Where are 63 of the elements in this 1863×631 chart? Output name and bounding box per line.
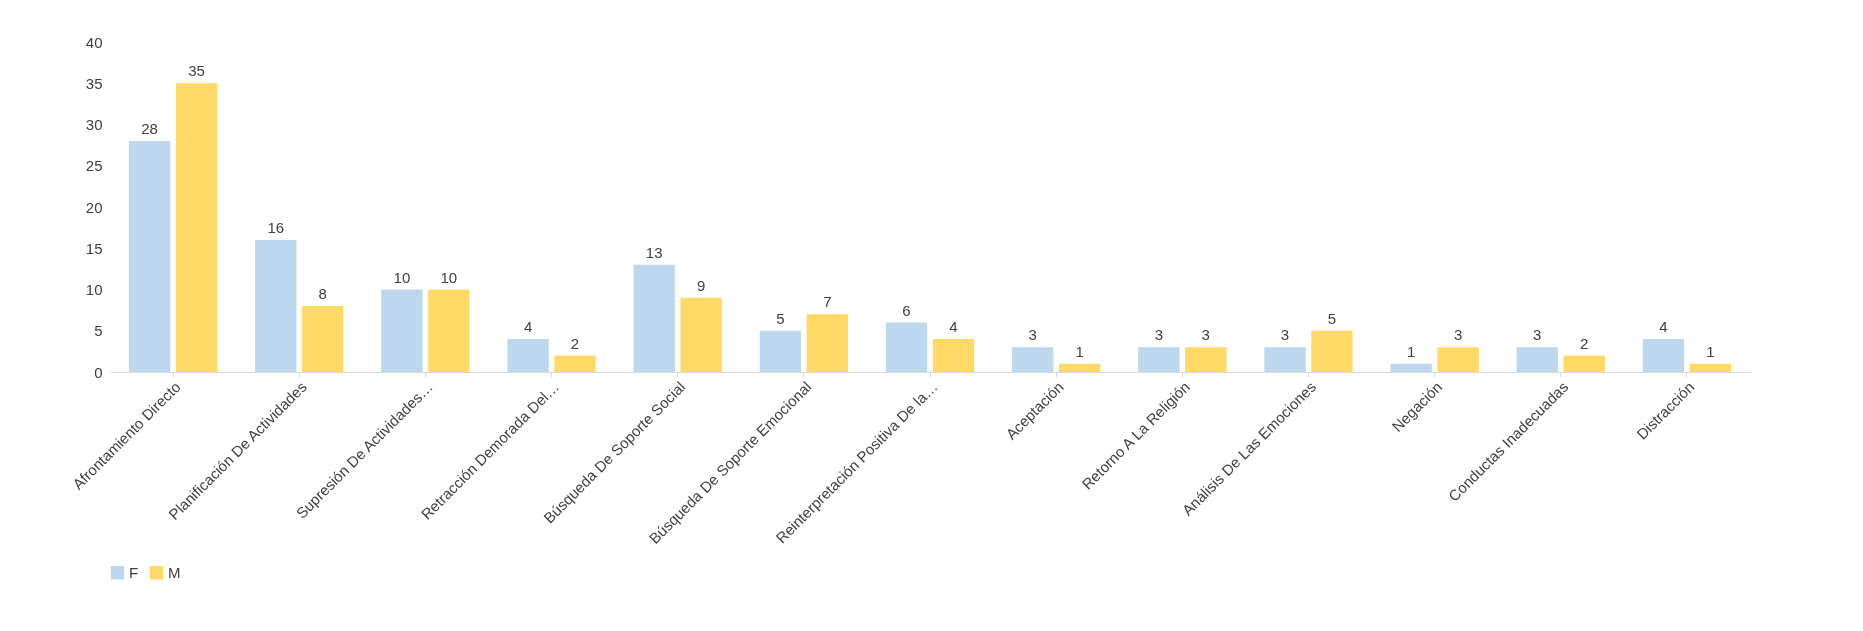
legend-label: M	[168, 563, 181, 581]
y-tick-label: 35	[85, 74, 103, 92]
bar	[1516, 347, 1558, 372]
bar	[1437, 347, 1479, 372]
y-tick-label: 10	[85, 281, 103, 298]
data-label: 3	[1453, 326, 1463, 344]
bar	[1264, 347, 1306, 372]
bar	[128, 141, 171, 372]
bar	[175, 83, 218, 372]
bar	[1390, 363, 1432, 372]
bar	[1185, 347, 1227, 372]
data-label: 3	[1201, 326, 1210, 344]
data-label: 2	[1580, 334, 1589, 352]
bar	[1138, 347, 1180, 372]
bar	[806, 314, 848, 372]
data-label: 1	[1406, 342, 1416, 360]
y-tick-label: 40	[85, 33, 103, 51]
y-tick-label: 25	[85, 157, 103, 175]
data-label: 4	[949, 318, 958, 335]
data-label: 6	[902, 301, 911, 319]
y-tick-label: 30	[85, 116, 103, 133]
data-label: 35	[188, 62, 205, 80]
data-label: 13	[645, 243, 663, 261]
data-label: 1	[1075, 342, 1084, 360]
bar	[1012, 347, 1054, 372]
bar	[381, 289, 423, 372]
bar	[680, 297, 722, 372]
bar	[1642, 339, 1685, 372]
bar	[302, 306, 344, 372]
bar	[1311, 330, 1353, 372]
y-tick-label: 5	[94, 322, 103, 340]
bar	[885, 322, 928, 372]
data-label: 3	[1028, 326, 1037, 344]
bar	[1058, 363, 1101, 372]
data-label: 7	[823, 293, 832, 311]
data-label: 10	[440, 268, 458, 286]
data-label: 3	[1154, 326, 1163, 344]
bar	[633, 264, 675, 372]
data-label: 3	[1280, 326, 1290, 344]
data-label: 2	[570, 334, 580, 352]
bar	[1689, 363, 1732, 372]
y-tick-label: 15	[85, 239, 103, 257]
data-label: 4	[1659, 318, 1668, 335]
bar	[507, 339, 549, 372]
data-label: 3	[1533, 326, 1542, 344]
bar	[759, 330, 802, 372]
bar	[1563, 355, 1605, 372]
bar	[428, 289, 470, 372]
data-label: 4	[523, 318, 533, 335]
y-tick-label: 20	[85, 198, 103, 216]
data-label: 28	[141, 120, 158, 137]
bar	[255, 240, 297, 372]
data-label: 5	[776, 309, 785, 327]
data-label: 1	[1706, 342, 1715, 360]
data-label: 16	[267, 219, 285, 236]
y-tick-label: 0	[94, 363, 103, 381]
data-label: 10	[393, 268, 411, 286]
data-label: 8	[318, 285, 327, 302]
bar	[554, 355, 596, 372]
data-label: 5	[1327, 309, 1337, 327]
bar	[932, 339, 975, 372]
data-label: 9	[697, 276, 706, 294]
legend-label: F	[129, 563, 139, 581]
